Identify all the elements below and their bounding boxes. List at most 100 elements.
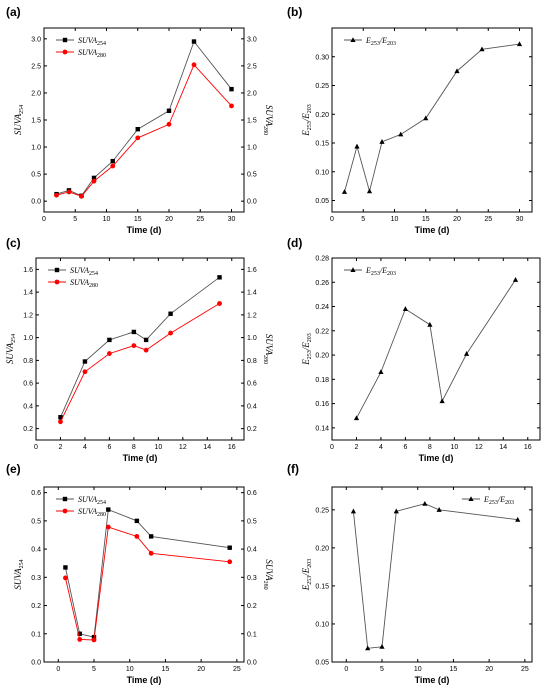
data-point [350, 508, 357, 514]
y-axis-label: E253/E203 [301, 104, 313, 137]
data-point [168, 330, 173, 336]
plot-frame [35, 257, 245, 441]
y-tick-label: 0.0 [31, 199, 41, 206]
x-tick-label: 20 [485, 666, 493, 673]
series-suva254 [54, 39, 234, 198]
data-point [77, 631, 82, 636]
legend-base2: /E [497, 495, 505, 504]
y-tick-label: 0.5 [31, 172, 41, 179]
legend-entry: E253/E203 [344, 266, 396, 277]
y-right-tick-label: 1.5 [247, 118, 257, 125]
x-tick-label: 25 [233, 666, 241, 673]
data-point [422, 500, 428, 506]
y-tick-label: 0.18 [315, 377, 329, 384]
x-tick-label: 0 [42, 216, 46, 223]
y-tick-label: 0.15 [315, 141, 329, 148]
x-axis-label: Time (d) [415, 675, 450, 685]
x-tick-label: 30 [516, 216, 524, 223]
y-tick-label: 0.25 [315, 83, 329, 90]
data-point [131, 329, 137, 335]
x-tick-label: 2 [59, 444, 63, 451]
legend-base2: /E [379, 36, 387, 45]
x-tick-label: 5 [380, 666, 384, 673]
data-point [66, 189, 72, 195]
x-tick-label: 0 [34, 444, 38, 451]
y-right-tick-label: 0.8 [247, 358, 257, 365]
legend-entry: SUVA280 [56, 48, 106, 59]
y-axis-label-base: E [301, 130, 311, 137]
x-axis-label: Time (d) [419, 453, 454, 463]
y-tick-label: 1.0 [31, 145, 41, 152]
y-tick-label: 0.1 [31, 631, 41, 638]
y-tick-label: 0.20 [315, 545, 329, 552]
y-right-tick-label: 0.4 [247, 403, 257, 410]
y-tick-label: 0.20 [315, 112, 329, 119]
y-axis-label-sub2: 203 [307, 559, 313, 568]
x-tick-label: 10 [450, 444, 458, 451]
legend-sub: 254 [89, 271, 98, 277]
data-point [63, 565, 68, 570]
data-point [366, 188, 373, 194]
y-tick-label: 0.2 [31, 603, 41, 610]
panel-label: (e) [6, 462, 21, 476]
series-suva280 [58, 301, 222, 425]
y-tick-label: 0.22 [315, 328, 329, 335]
data-point [378, 369, 384, 375]
legend-base: SUVA [78, 48, 97, 57]
data-point [82, 369, 88, 375]
legend-marker [54, 267, 60, 273]
series-line [60, 276, 220, 418]
legend-base: SUVA [78, 507, 97, 516]
x-axis-label: Time (d) [415, 225, 450, 235]
y-right-tick-label: 2.0 [247, 90, 257, 97]
y-tick-label: 0.4 [31, 547, 41, 554]
series-line [352, 503, 518, 649]
y-right-tick-label: 0.4 [247, 547, 257, 554]
data-point [135, 135, 141, 141]
y-right-tick-label: 0.6 [247, 490, 257, 497]
y-axis-label: SUVA254 [13, 105, 25, 135]
y-axis-label-base2: /E [301, 567, 311, 577]
x-tick-label: 10 [126, 666, 134, 673]
legend-marker [62, 496, 68, 502]
panel-label: (d) [287, 236, 302, 250]
y-tick-label: 0.16 [315, 401, 329, 408]
y-axis-label: SUVA254 [5, 334, 17, 364]
y-tick-label: 0.14 [315, 425, 329, 432]
panel-label: (f) [287, 462, 299, 476]
y-axis-label-sub2: 203 [307, 104, 313, 113]
y-tick-label: 0.25 [315, 507, 329, 514]
chart-panel-c: (c) 0 2 4 6 8 10 12 14 16 0.2 0.2 0.4 0.4 0.6 0.6 0.8 0.8… [5, 236, 274, 463]
x-tick-label: 25 [484, 216, 492, 223]
data-point [393, 508, 399, 514]
y-right-tick-label: 0.0 [247, 660, 257, 667]
y-right-tick-label: 0.2 [247, 603, 257, 610]
series-suva280 [63, 524, 233, 643]
data-point [365, 645, 371, 651]
y-right-tick-label: 1.2 [247, 312, 257, 319]
data-point [341, 189, 348, 194]
data-point [512, 277, 519, 282]
data-point [135, 127, 140, 132]
chart-panel-d: (d) 0 2 4 6 8 10 12 14 16 0.14 0.16 0.18 0.20 0.22 0.24… [287, 236, 541, 463]
chart-panel-e: (e) 0 5 10 15 20 25 0.0 0.0 0.1 0.1 0.2 0.2 0.3 0.3 0.4… [6, 462, 274, 685]
plot-frame [331, 257, 541, 441]
plot-frame [331, 27, 533, 213]
x-tick-label: 15 [450, 666, 458, 673]
y-axis-label-sub: 253 [307, 121, 313, 130]
y-tick-label: 0.5 [31, 518, 41, 525]
legend-sub: 254 [97, 41, 106, 47]
legend-base: SUVA [78, 495, 97, 504]
legend-label: SUVA254 [78, 495, 106, 506]
x-tick-label: 6 [403, 444, 407, 451]
chart-panel-b: (b) 0 5 10 15 20 25 30 0.05 0.10 0.15 0.20 0.25 0.30 T… [287, 5, 533, 235]
legend-base2: /E [379, 266, 387, 275]
legend-base: SUVA [70, 278, 89, 287]
data-point [398, 131, 404, 137]
x-tick-label: 25 [196, 216, 204, 223]
data-point [439, 398, 445, 404]
x-tick-label: 15 [422, 216, 430, 223]
y-right-axis-label: SUVA280 [262, 334, 274, 364]
x-tick-label: 10 [414, 666, 422, 673]
x-axis-label: Time (d) [123, 453, 158, 463]
